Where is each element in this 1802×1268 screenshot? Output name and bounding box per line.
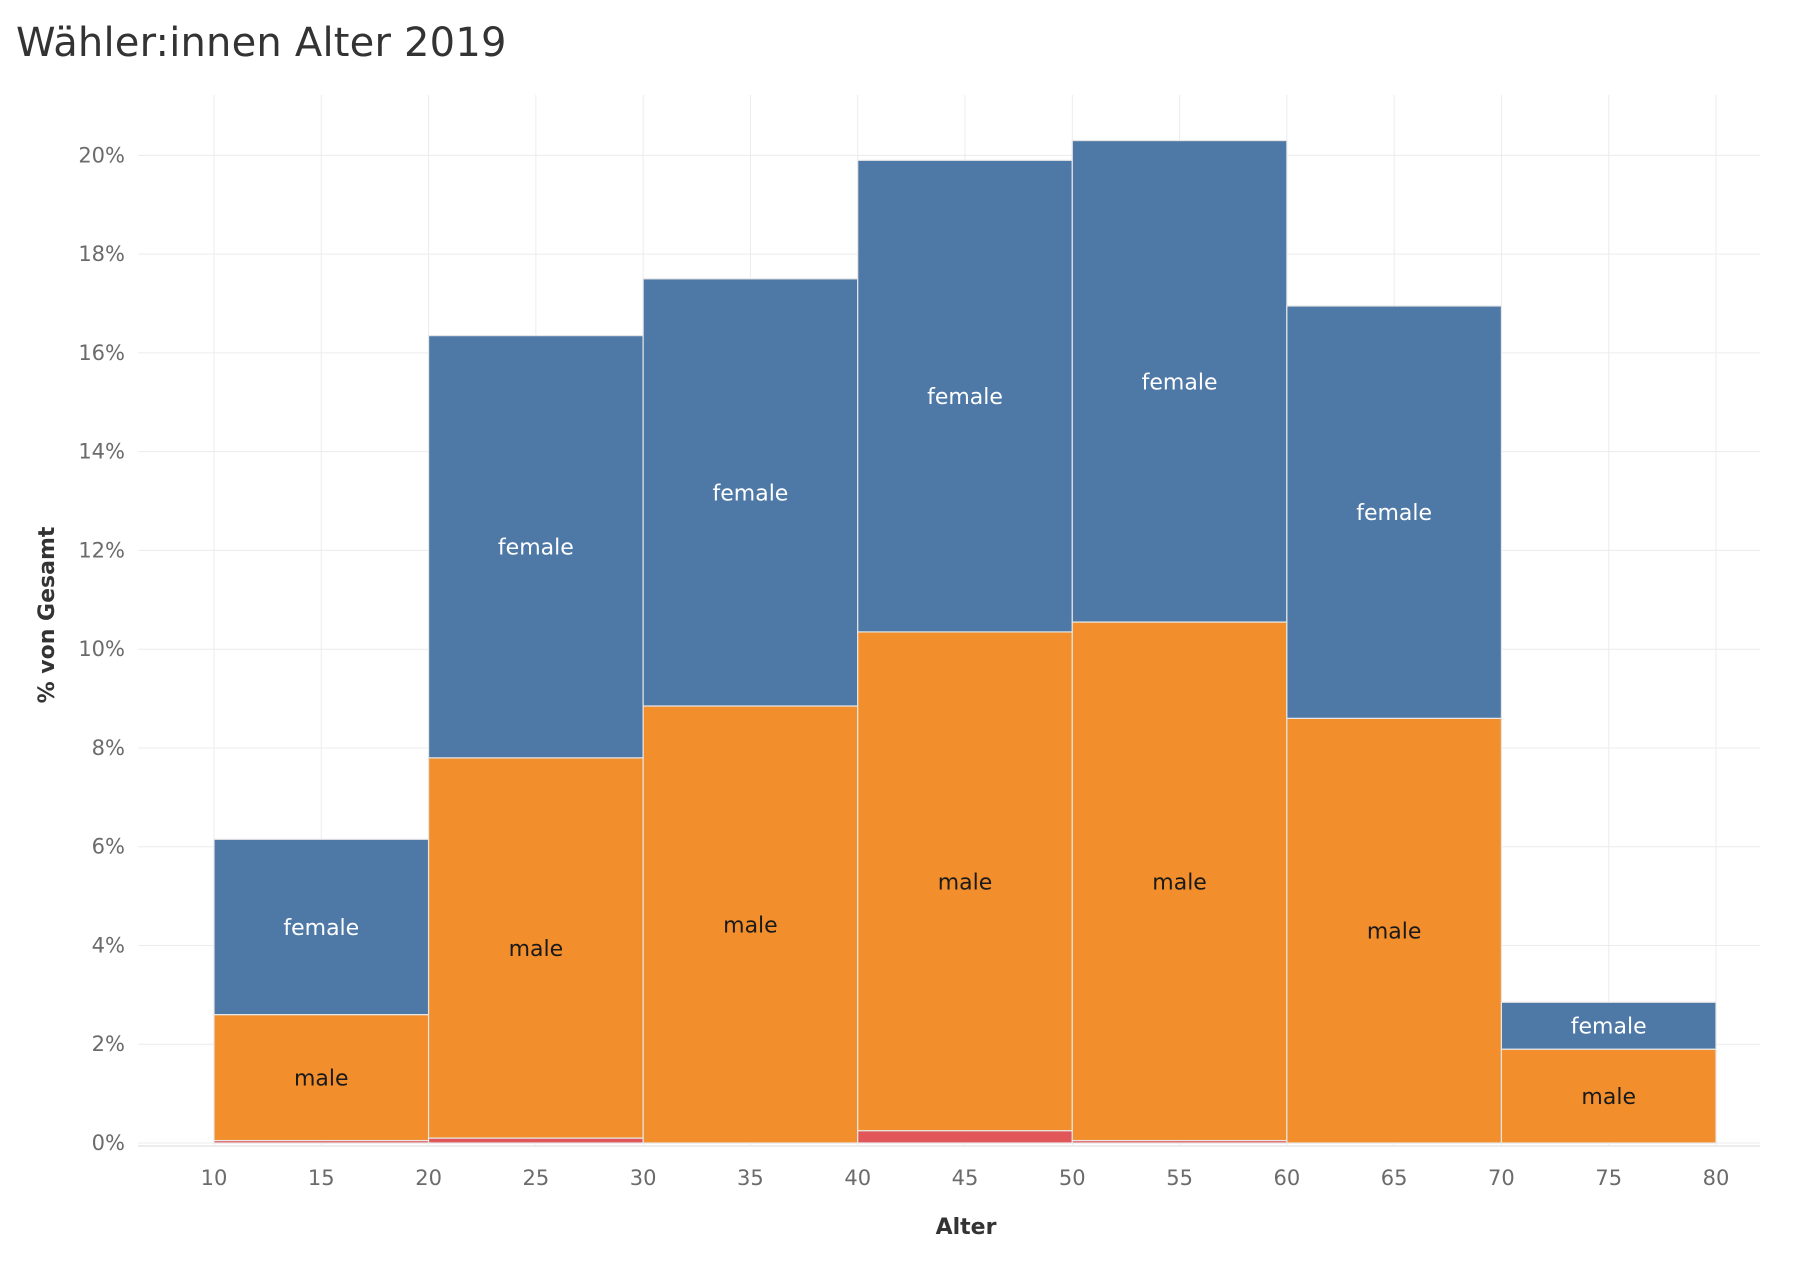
x-tick-label: 45 — [952, 1166, 979, 1190]
x-tick-label: 50 — [1059, 1166, 1086, 1190]
y-tick-label: 14% — [78, 440, 125, 464]
segment-label: male — [1581, 1085, 1636, 1110]
segment-label: female — [927, 385, 1003, 410]
segment-label: female — [1142, 370, 1218, 395]
segment-label: male — [938, 870, 993, 895]
y-axis-title: % von Gesamt — [35, 526, 60, 703]
bar-segment-female — [642, 278, 859, 707]
segment-label: female — [498, 536, 574, 561]
bar-segment-female — [857, 159, 1073, 633]
segment-label: male — [1367, 920, 1422, 945]
bar-segment — [427, 1137, 644, 1144]
y-tick-label: 18% — [78, 242, 125, 266]
x-tick-label: 30 — [630, 1166, 657, 1190]
segment-label: male — [723, 913, 778, 938]
x-tick-label: 55 — [1166, 1166, 1193, 1190]
y-tick-label: 12% — [78, 538, 125, 562]
segment-labels: male female male female male female male female… — [283, 370, 1646, 1110]
x-axis-ticks: 10 15 20 25 30 35 40 45 50 55 60 65 70 75 80 — [201, 1166, 1730, 1190]
bar-segment — [857, 1130, 1073, 1144]
bars — [213, 139, 1717, 1144]
segment-label: male — [509, 937, 564, 962]
bar-segment-male — [642, 705, 859, 1144]
x-tick-label: 70 — [1488, 1166, 1515, 1190]
bar-segment-female — [427, 335, 644, 759]
segment-label: female — [1356, 501, 1432, 526]
segment-label: male — [294, 1067, 349, 1092]
x-tick-label: 40 — [844, 1166, 871, 1190]
y-tick-label: 0% — [92, 1131, 125, 1155]
segment-label: female — [283, 916, 359, 941]
bar-segment-male — [1500, 1048, 1717, 1144]
x-tick-label: 80 — [1703, 1166, 1730, 1190]
x-tick-label: 10 — [201, 1166, 228, 1190]
y-tick-label: 8% — [92, 736, 125, 760]
x-tick-label: 60 — [1273, 1166, 1300, 1190]
x-tick-label: 75 — [1595, 1166, 1622, 1190]
y-tick-label: 16% — [78, 341, 125, 365]
x-axis-title: Alter — [936, 1215, 997, 1240]
bar-segment-female — [1071, 139, 1288, 623]
x-tick-label: 20 — [415, 1166, 442, 1190]
bar-segment-male — [213, 1014, 430, 1142]
x-tick-label: 65 — [1381, 1166, 1408, 1190]
bar-segment-female — [1286, 305, 1503, 719]
x-tick-label: 25 — [522, 1166, 549, 1190]
y-tick-label: 4% — [92, 933, 125, 957]
y-tick-label: 10% — [78, 637, 125, 661]
bar-segment-male — [1071, 621, 1288, 1142]
bar-segment-male — [1286, 717, 1503, 1144]
bar-segment-female — [213, 838, 430, 1016]
chart-title: Wähler:innen Alter 2019 — [16, 20, 507, 66]
x-tick-label: 15 — [308, 1166, 335, 1190]
bar-segment-male — [427, 757, 644, 1139]
segment-label: male — [1152, 870, 1207, 895]
bar-segment-female — [1500, 1001, 1717, 1050]
y-axis-ticks: 0% 2% 4% 6% 8% 10% 12% 14% 16% 18% 20% — [78, 143, 125, 1155]
segment-label: female — [1571, 1015, 1647, 1040]
segment-label: female — [713, 481, 789, 506]
y-tick-label: 20% — [78, 143, 125, 167]
x-tick-label: 35 — [737, 1166, 764, 1190]
y-tick-label: 6% — [92, 835, 125, 859]
y-tick-label: 2% — [92, 1032, 125, 1056]
bar-segment-male — [857, 631, 1073, 1132]
